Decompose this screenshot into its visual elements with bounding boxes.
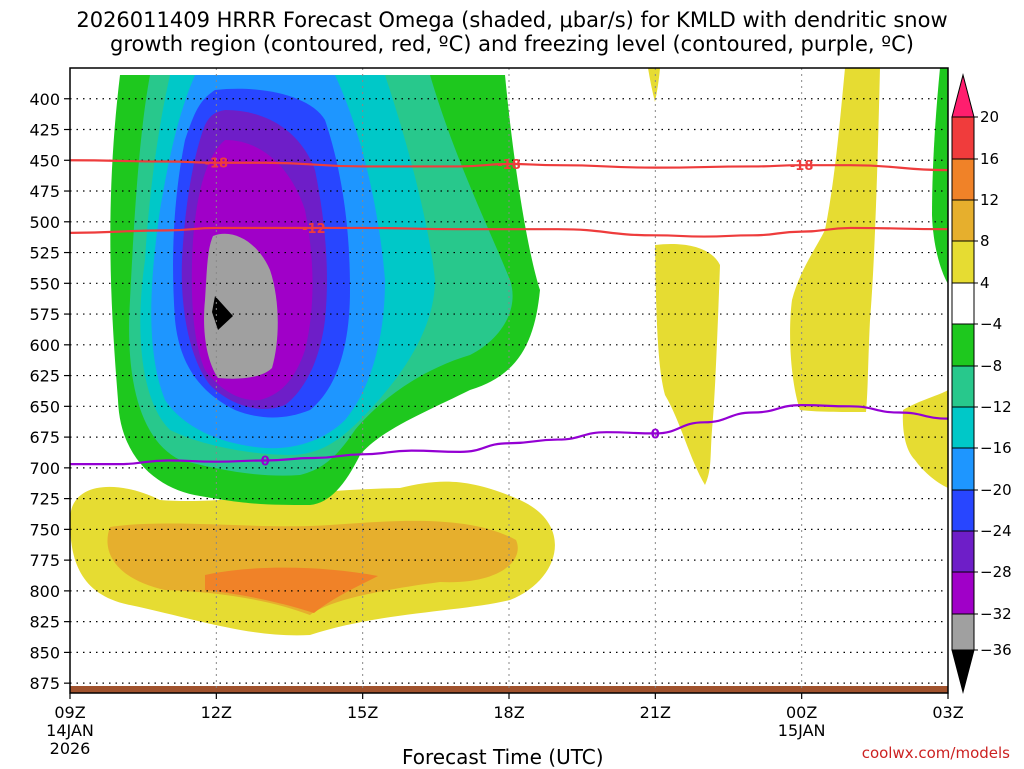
colorbar-swatch: [951, 489, 975, 532]
contour-label-dendritic-top: -18: [497, 158, 521, 173]
colorbar-label: −16: [980, 439, 1012, 457]
x-tick-label: 18Z: [493, 703, 524, 722]
y-tick-label: 675: [29, 428, 60, 447]
y-tick-label: 425: [29, 121, 60, 140]
colorbar-label: −24: [980, 522, 1012, 540]
colorbar-swatch: [951, 323, 975, 367]
y-tick-label: 550: [29, 274, 60, 293]
colorbar-label: 16: [980, 150, 999, 168]
colorbar-swatch: [951, 158, 975, 201]
colorbar-label: 4: [980, 274, 990, 292]
colorbar-swatch: [951, 282, 975, 325]
colorbar-label: −32: [980, 605, 1012, 623]
omega-shading: [70, 68, 948, 693]
x-tick-date: 15JAN: [778, 721, 826, 740]
colorbar-swatch: [951, 365, 975, 408]
colorbar-swatch: [951, 447, 975, 491]
y-tick-label: 700: [29, 459, 60, 478]
colorbar-label: −20: [980, 481, 1012, 499]
chart-title-line1: 2026011409 HRRR Forecast Omega (shaded, …: [76, 8, 948, 32]
omega-fill-4-evening: [790, 68, 880, 412]
x-tick-year: 2026: [50, 739, 91, 758]
contour-label-dendritic-bottom: -12: [302, 222, 326, 237]
colorbar-swatch: [951, 613, 975, 651]
contour-freezing-level: [70, 404, 948, 466]
x-tick-label: 12Z: [201, 703, 232, 722]
colorbar-swatch: [951, 116, 975, 160]
omega-fill-neg36: [212, 296, 233, 330]
x-tick-label: 15Z: [347, 703, 378, 722]
omega-fill-neg32: [204, 233, 278, 379]
credit-text: coolwx.com/models: [861, 744, 1010, 762]
x-tick-label: 21Z: [640, 703, 671, 722]
colorbar-swatch: [951, 530, 975, 573]
chart-title-line2: growth region (contoured, red, ºC) and f…: [110, 32, 914, 56]
y-tick-label: 725: [29, 490, 60, 509]
contour-dendritic-bottom: [70, 226, 948, 238]
contour-label-dendritic-top: -18: [790, 159, 814, 174]
colorbar-swatch: [951, 199, 975, 242]
y-tick-label: 850: [29, 643, 60, 662]
contour-labels: -18 -18 -18 -12 0 0: [205, 157, 814, 470]
contour-lines: [70, 159, 948, 466]
y-tick-label: 800: [29, 582, 60, 601]
x-axis-title: Forecast Time (UTC): [402, 745, 604, 769]
y-tick-label: 400: [29, 90, 60, 109]
omega-fill-4-top: [648, 68, 660, 102]
colorbar-label: −12: [980, 398, 1012, 416]
colorbar-label: 8: [980, 232, 990, 250]
colorbar-label: 20: [980, 108, 999, 126]
colorbar-label: −8: [980, 357, 1002, 375]
colorbar-label: 12: [980, 191, 999, 209]
colorbar-swatch: [951, 240, 975, 284]
colorbar-label: −36: [980, 641, 1012, 659]
contour-label-freezing-level: 0: [651, 427, 660, 442]
colorbar: 20 16 12 8 4 −4 −8 −12 −16 −20 −24 −28 −32 −36: [951, 73, 1012, 694]
x-tick-label: 03Z: [932, 703, 963, 722]
y-tick-label: 600: [29, 336, 60, 355]
x-tick-label: 00Z: [786, 703, 817, 722]
colorbar-swatch-bottom: [951, 649, 975, 694]
y-tick-label: 750: [29, 520, 60, 539]
omega-fill-8: [107, 520, 518, 615]
x-tick-date: 14JAN: [46, 721, 94, 740]
contour-dendritic-top: [70, 159, 948, 172]
y-tick-label: 625: [29, 367, 60, 386]
colorbar-swatch: [951, 406, 975, 449]
y-tick-label: 450: [29, 151, 60, 170]
colorbar-swatch: [951, 571, 975, 615]
x-tick-label: 09Z: [54, 703, 85, 722]
y-tick-label: 875: [29, 674, 60, 693]
y-tick-label: 500: [29, 213, 60, 232]
surface-terrain: [70, 686, 948, 693]
colorbar-swatch-top: [951, 73, 975, 118]
contour-label-freezing-level: 0: [261, 454, 270, 469]
y-tick-label: 475: [29, 182, 60, 201]
contour-label-dendritic-top: -18: [205, 157, 229, 172]
y-tick-label: 575: [29, 305, 60, 324]
colorbar-label: −4: [980, 315, 1002, 333]
y-tick-label: 525: [29, 244, 60, 263]
y-tick-label: 825: [29, 613, 60, 632]
y-tick-label: 775: [29, 551, 60, 570]
omega-fill-4-afternoon: [655, 244, 720, 485]
y-axis: 400 425 450 475 500 525 550 575 600 625 650 675 700 7…: [29, 90, 70, 693]
y-tick-label: 650: [29, 397, 60, 416]
colorbar-label: −28: [980, 563, 1012, 581]
